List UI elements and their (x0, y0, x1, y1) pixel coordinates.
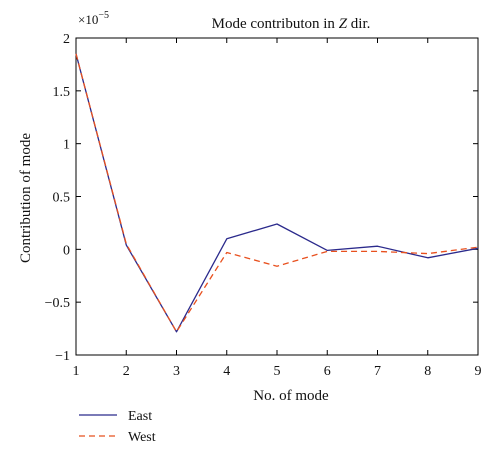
chart-title: Mode contributon in Z dir. (212, 16, 371, 32)
x-tick-label: 8 (424, 364, 431, 379)
x-tick-label: 9 (475, 364, 482, 379)
tick-labels: 1 2 3 4 5 6 7 8 9 −1 −0.5 0 0.5 1 1.5 2 (45, 32, 482, 379)
plot-frame (75, 37, 479, 356)
chart-title-before: Mode contributon in (212, 16, 339, 32)
y-multiplier: ×10−5 (78, 10, 109, 27)
x-axis-title: No. of mode (253, 388, 329, 404)
x-tick-label: 2 (123, 364, 130, 379)
chart-title-italic: Z (339, 16, 348, 32)
chart-title-after: dir. (347, 16, 370, 32)
legend-label-east: East (128, 409, 152, 424)
y-tick-label: 1.5 (53, 85, 71, 100)
x-tick-label: 3 (173, 364, 180, 379)
y-tick-label: 0.5 (53, 191, 71, 206)
y-tick-label: 2 (63, 32, 70, 47)
x-tick-label: 6 (324, 364, 331, 379)
x-tick-label: 4 (223, 364, 230, 379)
y-multiplier-exponent: −5 (98, 10, 109, 21)
plot-area (75, 37, 479, 356)
x-tick-label: 5 (274, 364, 281, 379)
y-multiplier-base: ×10 (78, 12, 98, 27)
y-tick-label: 0 (63, 243, 70, 258)
y-axis-title: Contribution of mode (18, 133, 34, 263)
series-line-west (75, 53, 479, 333)
series-line-east (75, 53, 479, 333)
legend: East West (79, 409, 156, 445)
y-tick-label: −1 (55, 349, 70, 364)
x-tick-label: 7 (374, 364, 381, 379)
legend-label-west: West (128, 430, 156, 445)
y-tick-label: −0.5 (45, 296, 70, 311)
y-tick-label: 1 (63, 138, 70, 153)
x-tick-label: 1 (73, 364, 80, 379)
series-group (75, 53, 479, 333)
